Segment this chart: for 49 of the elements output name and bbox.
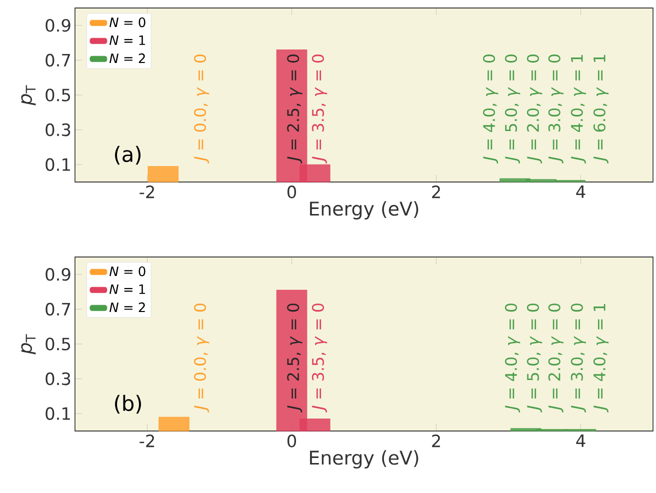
annotation: J = 4.0, γ = 1 xyxy=(593,304,609,413)
annotation: J = 2.0, γ = 0 xyxy=(526,54,542,164)
y-tick-label: 0.3 xyxy=(46,123,70,136)
annotation: J = 2.5, γ = 0 xyxy=(287,54,302,164)
y-axis-title: p$_{T}$ xyxy=(21,85,36,106)
annotation: J = 4.0, γ = 0 xyxy=(504,304,520,413)
annotation: J = 2.5, γ = 0 xyxy=(287,304,302,413)
x-tick-label: 0 xyxy=(287,186,296,198)
annotation: J = 6.0, γ = 1 xyxy=(593,54,609,164)
bar xyxy=(158,416,190,432)
annotation: J = 3.5, γ = 0 xyxy=(312,304,328,413)
annotation: J = 5.0, γ = 0 xyxy=(504,54,520,164)
annotation: (a) xyxy=(114,146,141,165)
x-axis-title: Energy (eV) xyxy=(310,201,418,220)
legend-label: N = 0 xyxy=(109,17,146,28)
annotation: J = 4.0, γ = 1 xyxy=(570,54,586,164)
y-tick-label: 0.1 xyxy=(46,158,70,171)
x-tick-label: -2 xyxy=(140,434,154,448)
bar xyxy=(148,166,179,182)
y-axis-title: p$_{T}$ xyxy=(21,334,36,354)
y-tick-label: 0.7 xyxy=(46,302,70,316)
annotation: J = 2.0, γ = 0 xyxy=(548,304,564,413)
annotation: J = 4.0, γ = 0 xyxy=(483,54,498,164)
legend-label: N = 2 xyxy=(109,302,145,312)
legend-label: N = 0 xyxy=(109,266,146,276)
y-tick-label: 0.5 xyxy=(46,88,70,102)
x-tick-label: 4 xyxy=(576,186,586,198)
y-tick-label: 0.3 xyxy=(46,372,70,386)
annotation: (b) xyxy=(114,394,142,414)
annotation: J = 3.0, γ = 0 xyxy=(570,304,586,413)
x-tick-label: 0 xyxy=(287,434,296,448)
x-axis-title: Energy (eV) xyxy=(310,450,418,468)
x-tick-label: 2 xyxy=(432,434,440,448)
legend-label: N = 1 xyxy=(109,284,145,294)
x-tick-label: 4 xyxy=(576,434,586,447)
y-tick-label: 0.7 xyxy=(46,54,70,67)
y-tick-label: 0.9 xyxy=(46,18,70,32)
y-tick-label: 0.9 xyxy=(46,268,70,281)
annotation: J = 3.5, γ = 0 xyxy=(312,54,328,164)
legend-label: N = 1 xyxy=(109,35,145,45)
x-tick-label: 2 xyxy=(432,186,440,198)
annotation: J = 0.0, γ = 0 xyxy=(194,304,210,413)
x-tick-label: -2 xyxy=(140,186,154,198)
y-tick-label: 0.1 xyxy=(46,407,70,420)
annotation: J = 5.0, γ = 0 xyxy=(526,304,542,413)
annotation: J = 0.0, γ = 0 xyxy=(194,54,210,164)
annotation: J = 3.0, γ = 0 xyxy=(548,54,564,164)
y-tick-label: 0.5 xyxy=(46,338,70,350)
legend-label: N = 2 xyxy=(109,53,145,64)
